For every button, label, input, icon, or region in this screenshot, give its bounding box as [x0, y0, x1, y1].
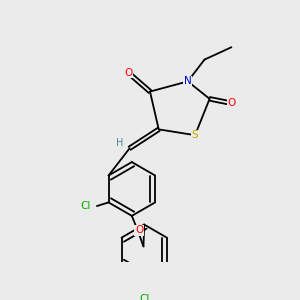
Text: S: S	[192, 130, 198, 140]
Text: Cl: Cl	[139, 294, 149, 300]
Text: O: O	[227, 98, 236, 108]
Text: Cl: Cl	[80, 201, 91, 211]
Text: H: H	[116, 138, 123, 148]
Text: N: N	[184, 76, 192, 86]
Text: O: O	[135, 225, 143, 236]
Text: O: O	[124, 68, 132, 78]
